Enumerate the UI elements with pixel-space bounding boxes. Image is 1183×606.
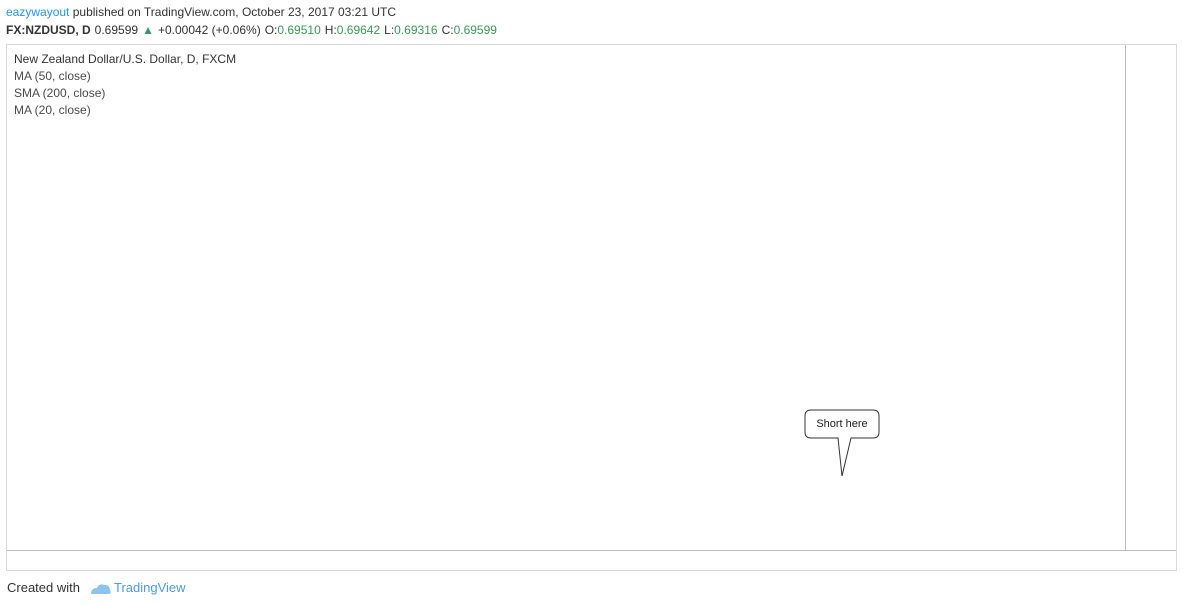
high: 0.69642 xyxy=(336,23,381,37)
close-label: C: xyxy=(441,23,454,37)
callout-text: Short here xyxy=(816,418,867,430)
legend-entry: SMA (200, close) xyxy=(14,86,105,100)
footer: Created with TradingView xyxy=(7,580,186,595)
low-label: L: xyxy=(384,23,395,37)
close: 0.69599 xyxy=(453,23,497,37)
legend-entry: MA (20, close) xyxy=(14,103,91,117)
symbol: FX:NZDUSD, D xyxy=(6,23,91,37)
high-label: H: xyxy=(324,23,337,37)
publish-line: eazywayout published on TradingView.com,… xyxy=(6,3,501,21)
change: +0.00042 (+0.06%) xyxy=(157,23,261,37)
published: published on TradingView.com, October 23… xyxy=(72,5,397,19)
low: 0.69316 xyxy=(394,23,438,37)
brand[interactable]: TradingView xyxy=(113,580,186,595)
last: 0.69599 xyxy=(94,23,139,37)
quote-line: FX:NZDUSD, D 0.69599 ▲ +0.00042 (+0.06%) O:0… xyxy=(6,21,501,39)
callout: Short here xyxy=(804,409,880,477)
arrow: ▲ xyxy=(142,23,154,37)
chart-title: New Zealand Dollar/U.S. Dollar, D, FXCM xyxy=(14,52,236,66)
created-with: Created with xyxy=(7,580,80,595)
legend-entry: MA (50, close) xyxy=(14,69,91,83)
author[interactable]: eazywayout xyxy=(6,5,70,19)
brand-logo xyxy=(91,584,111,594)
header: eazywayout published on TradingView.com,… xyxy=(6,3,501,39)
chart: Short here New Zealand Dollar/U.S. Dolla… xyxy=(6,44,1177,571)
callout-box xyxy=(804,409,880,477)
open: 0.69510 xyxy=(277,23,321,37)
open-label: O: xyxy=(264,23,278,37)
chart-frame xyxy=(6,44,1177,571)
